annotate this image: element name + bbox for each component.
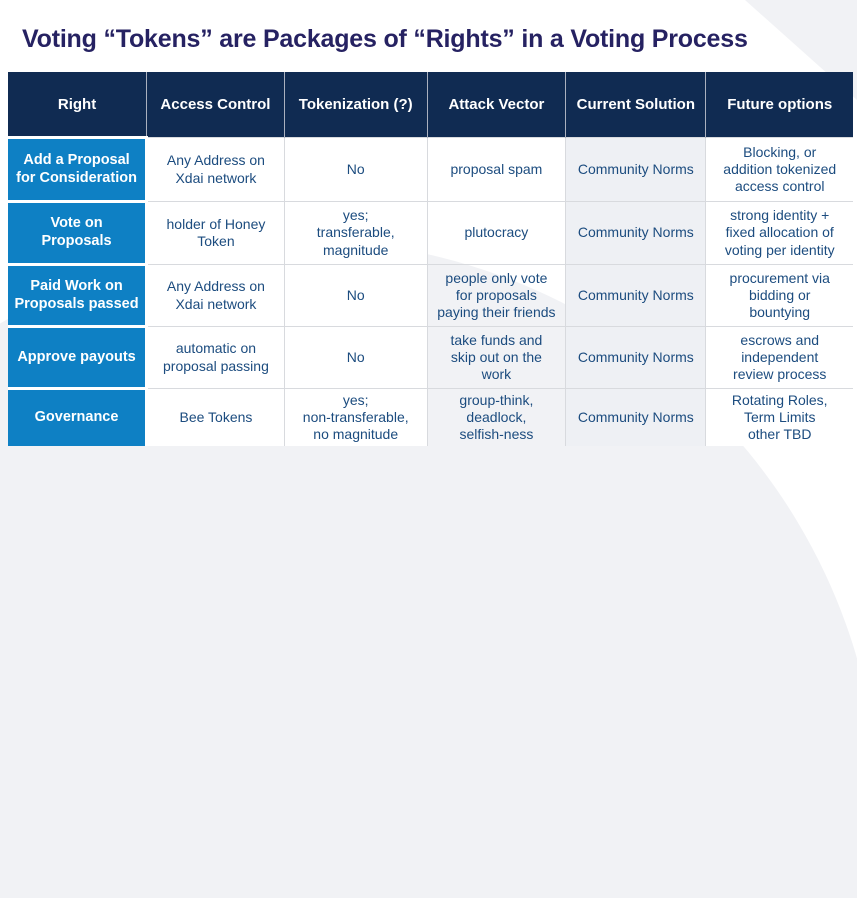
column-header-right: Right [8, 72, 147, 138]
future-options-cell: escrows and independent review process [705, 326, 853, 389]
future-options-cell: Rotating Roles, Term Limits other TBD [705, 388, 853, 446]
table-row: Paid Work on Proposals passed Any Addres… [8, 263, 853, 327]
current-solution-cell: Community Norms [565, 326, 706, 389]
row-header-cell: Add a Proposal for Consideration [8, 136, 149, 202]
row-header-cell: Governance [8, 387, 149, 446]
future-options-cell: strong identity + fixed allocation of vo… [705, 201, 853, 265]
access-control-cell: Any Address on Xdai network [146, 264, 285, 327]
table-row: Approve payouts automatic on proposal pa… [8, 325, 853, 389]
slide-title: Voting “Tokens” are Packages of “Rights”… [22, 24, 748, 53]
tokenization-cell: No [283, 326, 428, 389]
column-header-future-options: Future options [705, 72, 853, 138]
column-header-tokenization: Tokenization (?) [283, 72, 428, 138]
tokenization-cell: yes; transferable, magnitude [283, 201, 428, 265]
current-solution-cell: Community Norms [565, 201, 706, 265]
attack-vector-cell: proposal spam [426, 137, 566, 202]
future-options-cell: Blocking, or addition tokenized access c… [705, 137, 853, 202]
tokenization-cell: No [283, 137, 428, 202]
current-solution-cell: Community Norms [565, 388, 706, 446]
attack-vector-cell: people only vote for proposals paying th… [426, 264, 566, 327]
current-solution-cell: Community Norms [565, 137, 706, 202]
column-header-access-control: Access Control [146, 72, 285, 138]
access-control-cell: holder of Honey Token [146, 201, 285, 265]
tokenization-cell: yes; non-transferable, no magnitude [283, 388, 428, 446]
access-control-cell: automatic on proposal passing [146, 326, 285, 389]
table-row: Vote on Proposals holder of Honey Token … [8, 200, 853, 265]
current-solution-cell: Community Norms [565, 264, 706, 327]
row-header-cell: Vote on Proposals [8, 200, 149, 265]
table-row: Add a Proposal for Consideration Any Add… [8, 136, 853, 202]
column-header-current-solution: Current Solution [565, 72, 706, 138]
attack-vector-cell: take funds and skip out on the work [426, 326, 566, 389]
access-control-cell: Any Address on Xdai network [146, 137, 285, 202]
voting-rights-table: Right Access Control Tokenization (?) At… [8, 72, 853, 446]
attack-vector-cell: group-think, deadlock, selfish-ness [426, 388, 566, 446]
column-header-attack-vector: Attack Vector [426, 72, 566, 138]
row-header-cell: Approve payouts [8, 325, 149, 389]
attack-vector-cell: plutocracy [426, 201, 566, 265]
tokenization-cell: No [283, 264, 428, 327]
table-row: Governance Bee Tokens yes; non-transfera… [8, 387, 853, 446]
access-control-cell: Bee Tokens [146, 388, 285, 446]
table-header-row: Right Access Control Tokenization (?) At… [8, 72, 853, 138]
future-options-cell: procurement via bidding or bountying [705, 264, 853, 327]
row-header-cell: Paid Work on Proposals passed [8, 263, 149, 327]
